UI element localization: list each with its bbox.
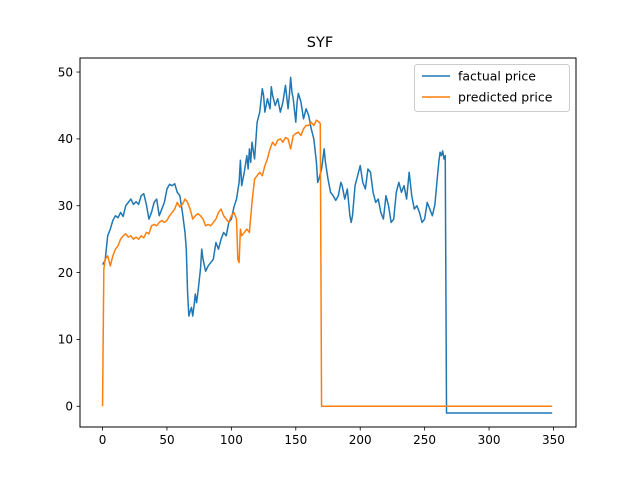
x-tick-label: 350	[542, 433, 565, 447]
legend-frame	[414, 64, 570, 112]
legend: factual price predicted price	[414, 64, 570, 112]
y-tick-label: 0	[65, 400, 73, 414]
y-tick-label: 30	[58, 199, 73, 213]
x-tick-label: 100	[220, 433, 243, 447]
x-axis: 0 50 100 150 200 250 300 350	[99, 427, 565, 447]
x-tick-label: 150	[284, 433, 307, 447]
x-tick-label: 250	[413, 433, 436, 447]
series-line-factual-price	[101, 76, 553, 414]
x-tick-label: 0	[99, 433, 107, 447]
legend-label-factual: factual price	[458, 69, 536, 84]
y-axis: 0 10 20 30 40 50	[58, 65, 80, 414]
x-tick-label: 200	[349, 433, 372, 447]
y-tick-label: 20	[58, 266, 73, 280]
y-tick-label: 50	[58, 65, 73, 79]
chart-title: SYF	[307, 35, 333, 51]
x-tick-label: 300	[478, 433, 501, 447]
plot-area: 0 50 100 150 200 250 300 350 0 10 20 30 40 50	[58, 57, 577, 447]
y-tick-label: 40	[58, 132, 73, 146]
legend-label-predicted: predicted price	[458, 90, 553, 105]
series-line-predicted-price	[101, 119, 553, 408]
x-tick-label: 50	[159, 433, 174, 447]
y-tick-label: 10	[58, 333, 73, 347]
series-layer	[101, 76, 553, 414]
axes-frame	[79, 57, 577, 428]
